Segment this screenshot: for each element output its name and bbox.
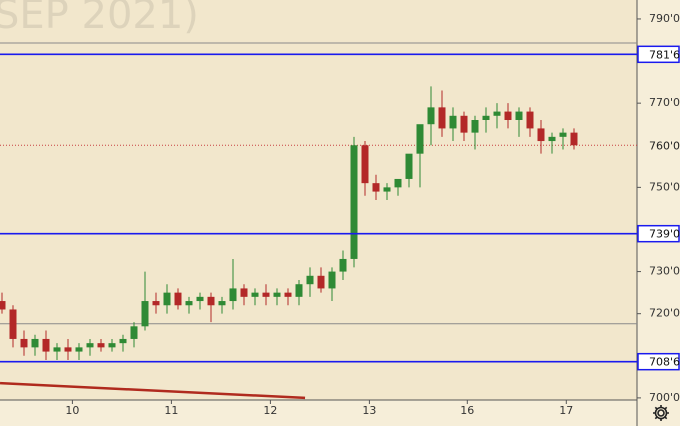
- x-tick-label: 12: [263, 404, 277, 417]
- candle-body: [163, 292, 171, 306]
- x-tick-label: 17: [559, 404, 573, 417]
- candle-body: [471, 120, 479, 133]
- candle-body: [559, 132, 567, 137]
- candle-body: [86, 343, 94, 348]
- level-label: 708'6: [649, 356, 680, 369]
- candle-body: [42, 338, 50, 352]
- candle-body: [64, 347, 72, 352]
- candle-body: [0, 301, 6, 310]
- candle-body: [119, 338, 127, 344]
- candle-body: [570, 132, 578, 146]
- candle-body: [361, 145, 369, 184]
- last-price-badge: [638, 137, 679, 154]
- candle-body: [152, 301, 160, 306]
- candle-body: [273, 292, 281, 297]
- plot-area: [0, 0, 637, 400]
- candle-body: [317, 275, 325, 289]
- last-price-label: 760'0: [649, 139, 680, 152]
- candle-body: [438, 107, 446, 129]
- candle-body: [251, 292, 259, 297]
- candle-body: [108, 343, 116, 348]
- candle-body: [141, 301, 149, 327]
- gear-center: [657, 409, 665, 417]
- y-tick-label: 750'0: [649, 180, 680, 193]
- candle-body: [460, 115, 468, 133]
- x-tick-label: 10: [65, 404, 79, 417]
- candle-body: [218, 301, 226, 306]
- candle-body: [328, 271, 336, 289]
- x-tick-label: 13: [362, 404, 376, 417]
- candle-body: [339, 258, 347, 272]
- x-axis-area: [0, 400, 637, 426]
- candle-body: [9, 309, 17, 339]
- candle-body: [427, 107, 435, 125]
- candle-body: [493, 111, 501, 116]
- candle-body: [537, 128, 545, 142]
- candle-body: [185, 301, 193, 306]
- candle-body: [130, 326, 138, 339]
- y-tick-label: 790'0: [649, 12, 680, 25]
- candle-body: [515, 111, 523, 120]
- candle-body: [383, 187, 391, 192]
- candle-body: [350, 145, 358, 259]
- candle-body: [196, 296, 204, 302]
- level-badge: [637, 352, 680, 371]
- settings-gear[interactable]: [653, 405, 669, 421]
- candle-body: [482, 115, 490, 120]
- candle-body: [229, 288, 237, 302]
- watermark: SEP 2021): [0, 0, 199, 38]
- candle-body: [306, 275, 314, 285]
- candle-body: [174, 292, 182, 306]
- level-badge: [637, 224, 680, 243]
- level-label: 781'6: [649, 48, 680, 61]
- candle-body: [75, 347, 83, 352]
- level-label: 739'0: [649, 228, 680, 241]
- candle-body: [262, 292, 270, 297]
- candle-body: [416, 124, 424, 154]
- y-tick-label: 730'0: [649, 265, 680, 278]
- candle-body: [240, 288, 248, 297]
- candle-body: [405, 153, 413, 179]
- y-tick-label: 720'0: [649, 307, 680, 320]
- candle-body: [372, 183, 380, 192]
- x-tick-label: 11: [164, 404, 178, 417]
- candle-body: [97, 343, 105, 348]
- gear-teeth: [653, 405, 669, 421]
- candle-body: [394, 178, 402, 188]
- candle-body: [53, 347, 61, 352]
- candle-body: [207, 296, 215, 306]
- candle-body: [20, 338, 28, 348]
- candle-body: [548, 136, 556, 142]
- level-badge: [637, 45, 680, 64]
- candle-body: [295, 284, 303, 297]
- y-tick-label: 700'0: [649, 391, 680, 404]
- candle-body: [526, 111, 534, 129]
- x-tick-label: 16: [460, 404, 474, 417]
- candle-body: [31, 338, 39, 348]
- trend-line: [0, 381, 306, 400]
- y-tick-label: 770'0: [649, 96, 680, 109]
- candle-body: [284, 292, 292, 297]
- candle-body: [504, 111, 512, 120]
- candle-body: [449, 115, 457, 129]
